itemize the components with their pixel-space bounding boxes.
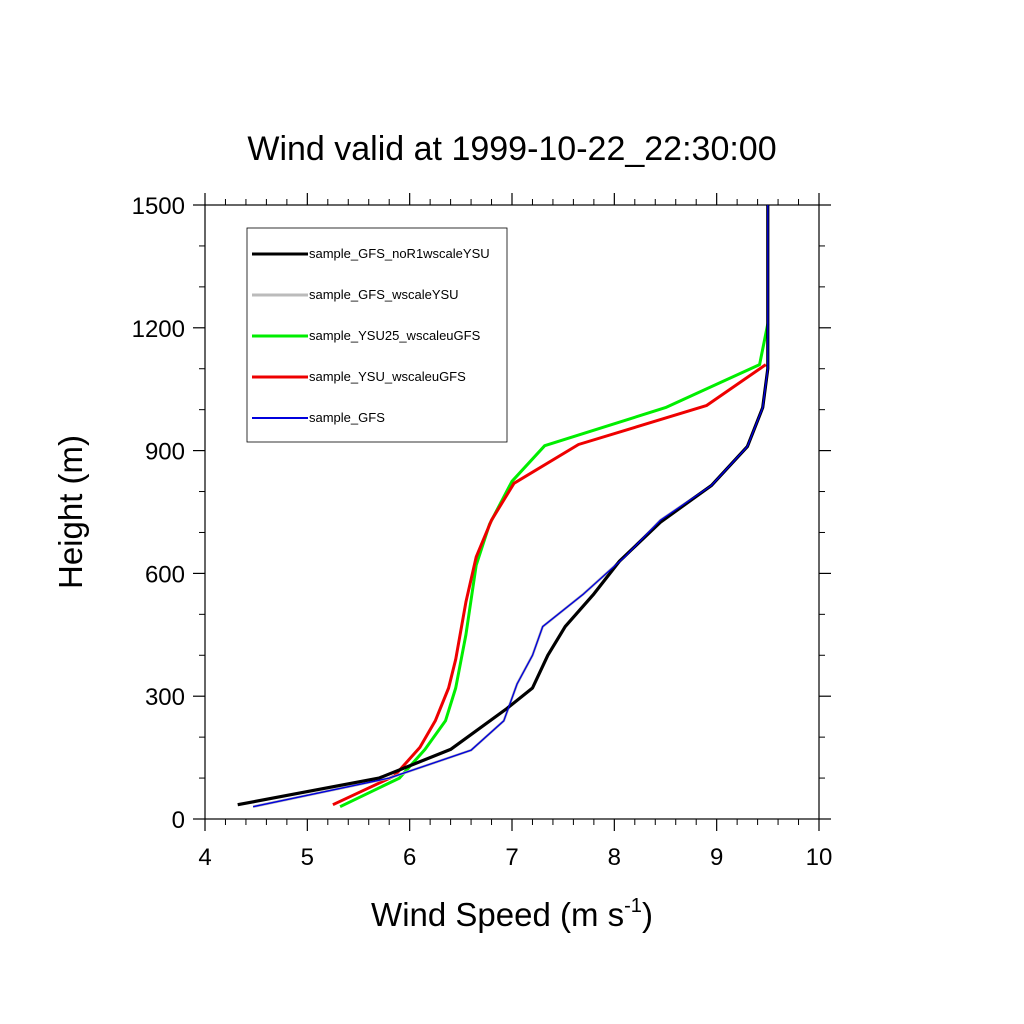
x-tick-label: 4 [198,844,211,871]
legend-label: sample_YSU_wscaleuGFS [309,369,466,384]
legend-label: sample_GFS [309,410,385,425]
x-tick-label: 5 [301,844,314,871]
legend-items: sample_GFS_noR1wscaleYSU sample_GFS_wscal… [252,246,490,425]
y-tick-label: 900 [145,439,185,466]
x-tick-label: 9 [710,844,723,871]
x-axis-label: Wind Speed (m s-1) [371,895,653,933]
x-tick-label: 10 [806,844,833,871]
x-axis-label-suffix: ) [642,896,653,933]
y-tick-label: 0 [172,807,185,834]
series-line-sample_YSU_wscaleuGFS [332,363,767,807]
series-line-sample_GFS [252,205,769,808]
y-tick-label: 600 [145,561,185,588]
axis-tick-labels: 4 5 6 7 8 9 10 0 300 600 900 1200 1500 [132,193,833,871]
series-lines [237,205,770,809]
axis-ticks [193,193,831,831]
x-axis-label-main: Wind Speed (m s [371,896,624,933]
chart-title: Wind valid at 1999-10-22_22:30:00 [247,130,776,168]
x-tick-label: 6 [403,844,416,871]
x-tick-label: 8 [608,844,621,871]
x-tick-label: 7 [505,844,518,871]
legend-label: sample_GFS_wscaleYSU [309,287,459,302]
series-line-sample_YSU25_wscaleuGFS [339,323,770,809]
legend-label: sample_GFS_noR1wscaleYSU [309,246,490,261]
y-tick-label: 1200 [132,316,185,343]
legend-label: sample_YSU25_wscaleuGFS [309,328,481,343]
y-axis-label: Height (m) [52,435,89,589]
legend: sample_GFS_noR1wscaleYSU sample_GFS_wscal… [246,227,508,443]
x-axis-label-superscript: -1 [624,895,642,917]
y-tick-label: 1500 [132,193,185,220]
y-tick-label: 300 [145,684,185,711]
